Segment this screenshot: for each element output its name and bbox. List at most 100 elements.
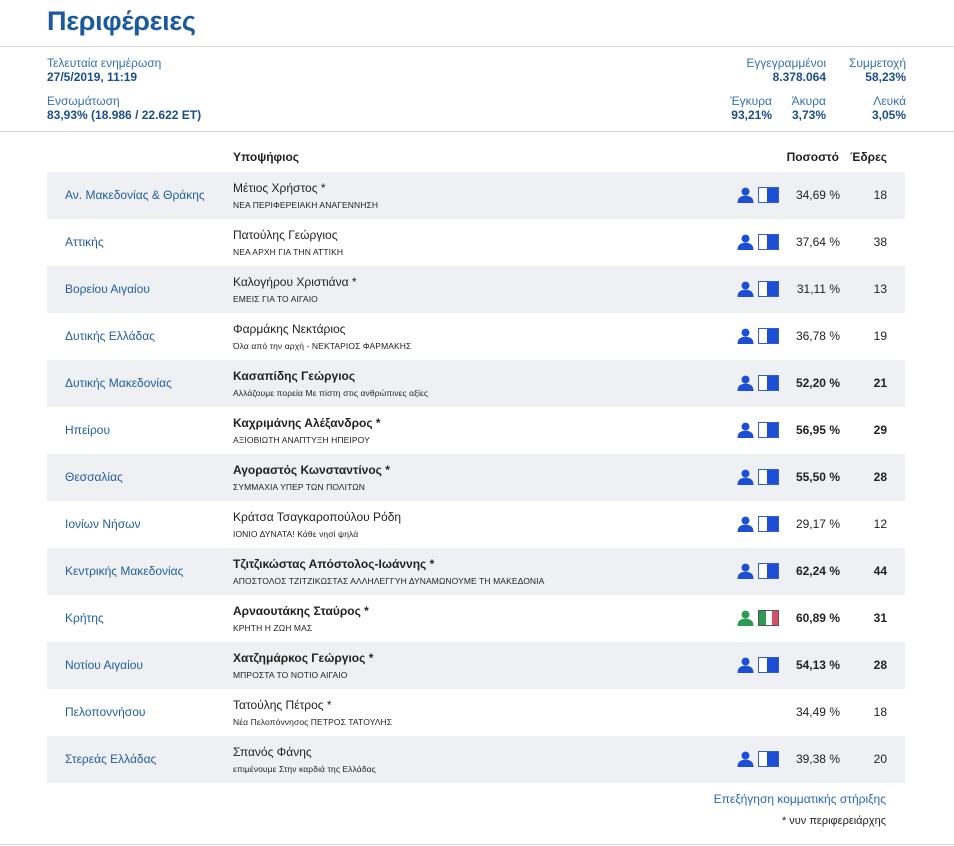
page-title: Περιφέρειες xyxy=(47,6,196,36)
seat-count: 20 xyxy=(873,752,887,766)
table-row: Νοτίου Αιγαίου Χατζημάρκος Γεώργιος * ΜΠΡΟ… xyxy=(47,642,905,689)
region-link[interactable]: Πελοποννήσου xyxy=(65,705,146,719)
region-link[interactable]: Στερεάς Ελλάδας xyxy=(65,752,157,766)
party-name: ΕΜΕΙΣ ΓΙΑ ΤΟ ΑΙΓΑΙΟ xyxy=(233,294,318,304)
candidate-name: Πατούλης Γεώργιος xyxy=(233,228,338,242)
seat-count: 18 xyxy=(873,705,887,719)
seat-count: 28 xyxy=(873,658,887,672)
header-divider xyxy=(0,46,954,47)
candidate-name: Σπανός Φάνης xyxy=(233,745,312,759)
party-name: ΝΕΑ ΠΕΡΙΦΕΡΕΙΑΚΗ ΑΝΑΓΕΝΝΗΣΗ xyxy=(233,200,379,210)
table-row: Στερεάς Ελλάδας Σπανός Φάνης επιμένουμε Στ… xyxy=(47,736,905,783)
table-row: Θεσσαλίας Αγοραστός Κωνσταντίνος * ΣΥΜΜΑΧΙ… xyxy=(47,454,905,501)
party-support-badge xyxy=(758,328,779,344)
integration-value: 83,93% (18.986 / 22.622 ΕΤ) xyxy=(47,108,202,122)
table-body: Αν. Μακεδονίας & Θράκης Μέτιος Χρήστος * Ν… xyxy=(47,172,905,783)
seat-count: 18 xyxy=(873,188,887,202)
party-support-explanation-link[interactable]: Επεξήγηση κομματικής στήριξης xyxy=(713,792,886,806)
turnout-value: 58,23% xyxy=(865,70,906,84)
incumbent-footnote: * νυν περιφερειάρχης xyxy=(781,815,886,827)
footer-divider xyxy=(0,844,954,845)
invalid-stat: Άκυρα 3,73% xyxy=(792,94,826,122)
vote-percent: 54,13 % xyxy=(795,658,840,672)
region-link[interactable]: Θεσσαλίας xyxy=(65,470,123,484)
table-row: Ηπείρου Καχριμάνης Αλέξανδρος * ΑΞΙΟΒΙΩΤΗ … xyxy=(47,407,905,454)
results-table: Υποψήφιος Ποσοστό Έδρες Αν. Μακεδονίας &… xyxy=(47,140,905,783)
candidate-name: Κράτσα Τσαγκαροπούλου Ρόδη xyxy=(233,510,402,524)
party-support-badge xyxy=(758,375,779,391)
party-support-badge xyxy=(758,281,779,297)
region-link[interactable]: Νοτίου Αιγαίου xyxy=(65,658,143,672)
party-name: ΝΕΑ ΑΡΧΗ ΓΙΑ ΤΗΝ ΑΤΤΙΚΗ xyxy=(233,247,344,257)
table-row: Βορείου Αιγαίου Καλογήρου Χριστιάνα * ΕΜΕΙ… xyxy=(47,266,905,313)
region-link[interactable]: Ηπείρου xyxy=(65,423,111,437)
person-icon xyxy=(737,234,754,250)
vote-percent: 62,24 % xyxy=(795,564,840,578)
last-update-value: 27/5/2019, 11:19 xyxy=(47,70,138,84)
candidate-name: Αρναουτάκης Σταύρος * xyxy=(233,604,369,618)
table-row: Αττικής Πατούλης Γεώργιος ΝΕΑ ΑΡΧΗ ΓΙΑ ΤΗΝ… xyxy=(47,219,905,266)
candidate-name: Κασαπίδης Γεώργιος xyxy=(233,369,356,383)
party-support-badge xyxy=(758,610,779,626)
column-seats: Έδρες xyxy=(850,150,887,164)
person-icon xyxy=(737,187,754,203)
vote-percent: 55,50 % xyxy=(795,470,840,484)
candidate-name: Καλογήρου Χριστιάνα * xyxy=(233,275,357,289)
registered-value: 8.378.064 xyxy=(772,70,826,84)
seat-count: 29 xyxy=(873,423,887,437)
region-link[interactable]: Δυτικής Μακεδονίας xyxy=(65,376,172,390)
region-link[interactable]: Αν. Μακεδονίας & Θράκης xyxy=(65,188,205,202)
vote-percent: 60,89 % xyxy=(795,611,840,625)
column-percent: Ποσοστό xyxy=(786,150,839,164)
valid-label: Έγκυρα xyxy=(730,94,772,108)
region-link[interactable]: Δυτικής Ελλάδας xyxy=(65,329,155,343)
person-icon xyxy=(737,751,754,767)
party-support-badge xyxy=(758,234,779,250)
table-row: Ιονίων Νήσων Κράτσα Τσαγκαροπούλου Ρόδη ΙΟ… xyxy=(47,501,905,548)
party-name: ΑΠΟΣΤΟΛΟΣ ΤΖΙΤΖΙΚΩΣΤΑΣ ΑΛΛΗΛΕΓΓΥΗ ΔΥΝΑΜΩ… xyxy=(233,576,545,586)
column-candidate: Υποψήφιος xyxy=(233,150,300,164)
table-row: Δυτικής Μακεδονίας Κασαπίδης Γεώργιος Αλλά… xyxy=(47,360,905,407)
candidate-name: Καχριμάνης Αλέξανδρος * xyxy=(233,416,381,430)
valid-stat: Έγκυρα 93,21% xyxy=(730,94,772,122)
turnout-stat: Συμμετοχή 58,23% xyxy=(849,56,906,84)
integration-stat: Ενσωμάτωση 83,93% (18.986 / 22.622 ΕΤ) xyxy=(47,94,201,122)
seat-count: 38 xyxy=(873,235,887,249)
seat-count: 19 xyxy=(873,329,887,343)
registered-stat: Εγγεγραμμένοι 8.378.064 xyxy=(746,56,826,84)
table-row: Κεντρικής Μακεδονίας Τζιτζικώστας Απόστολ… xyxy=(47,548,905,595)
person-icon xyxy=(737,328,754,344)
person-icon xyxy=(737,610,754,626)
seat-count: 44 xyxy=(873,564,887,578)
vote-percent: 34,69 % xyxy=(795,188,840,202)
vote-percent: 36,78 % xyxy=(795,329,840,343)
party-name: ΚΡΗΤΗ Η ΖΩΗ ΜΑΣ xyxy=(233,623,313,633)
seat-count: 21 xyxy=(873,376,887,390)
vote-percent: 37,64 % xyxy=(795,235,840,249)
person-icon xyxy=(737,375,754,391)
party-support-badge xyxy=(758,657,779,673)
region-link[interactable]: Βορείου Αιγαίου xyxy=(65,282,150,296)
region-link[interactable]: Αττικής xyxy=(65,235,104,249)
seat-count: 13 xyxy=(873,282,887,296)
party-support-badge xyxy=(758,469,779,485)
party-name: ΙΟΝΙΟ ΔΥΝΑΤΑ! Κάθε νησί ψηλά xyxy=(233,529,359,539)
party-name: επιμένουμε Στην καρδιά της Ελλάδας xyxy=(233,764,376,774)
turnout-label: Συμμετοχή xyxy=(848,56,906,70)
party-name: ΣΥΜΜΑΧΙΑ ΥΠΕΡ ΤΩΝ ΠΟΛΙΤΩΝ xyxy=(233,482,365,492)
table-row: Πελοποννήσου Τατούλης Πέτρος * Νέα Πελοπόν… xyxy=(47,689,905,736)
person-icon xyxy=(737,281,754,297)
person-icon xyxy=(737,563,754,579)
candidate-name: Τζιτζικώστας Απόστολος-Ιωάννης * xyxy=(233,557,435,571)
seat-count: 12 xyxy=(873,517,887,531)
party-name: ΑΞΙΟΒΙΩΤΗ ΑΝΑΠΤΥΞΗ ΗΠΕΙΡΟΥ xyxy=(233,435,370,445)
last-update-label: Τελευταία ενημέρωση xyxy=(47,56,162,70)
region-link[interactable]: Ιονίων Νήσων xyxy=(65,517,141,531)
party-name: ΜΠΡΟΣΤΑ ΤΟ ΝΟΤΙΟ ΑΙΓΑΙΟ xyxy=(233,670,348,680)
person-icon xyxy=(737,469,754,485)
region-link[interactable]: Κρήτης xyxy=(65,611,104,625)
valid-value: 93,21% xyxy=(731,108,772,122)
party-name: Νέα Πελοπόννησος ΠΕΤΡΟΣ ΤΑΤΟΥΛΗΣ xyxy=(233,717,393,727)
region-link[interactable]: Κεντρικής Μακεδονίας xyxy=(65,564,184,578)
registered-label: Εγγεγραμμένοι xyxy=(746,56,826,70)
